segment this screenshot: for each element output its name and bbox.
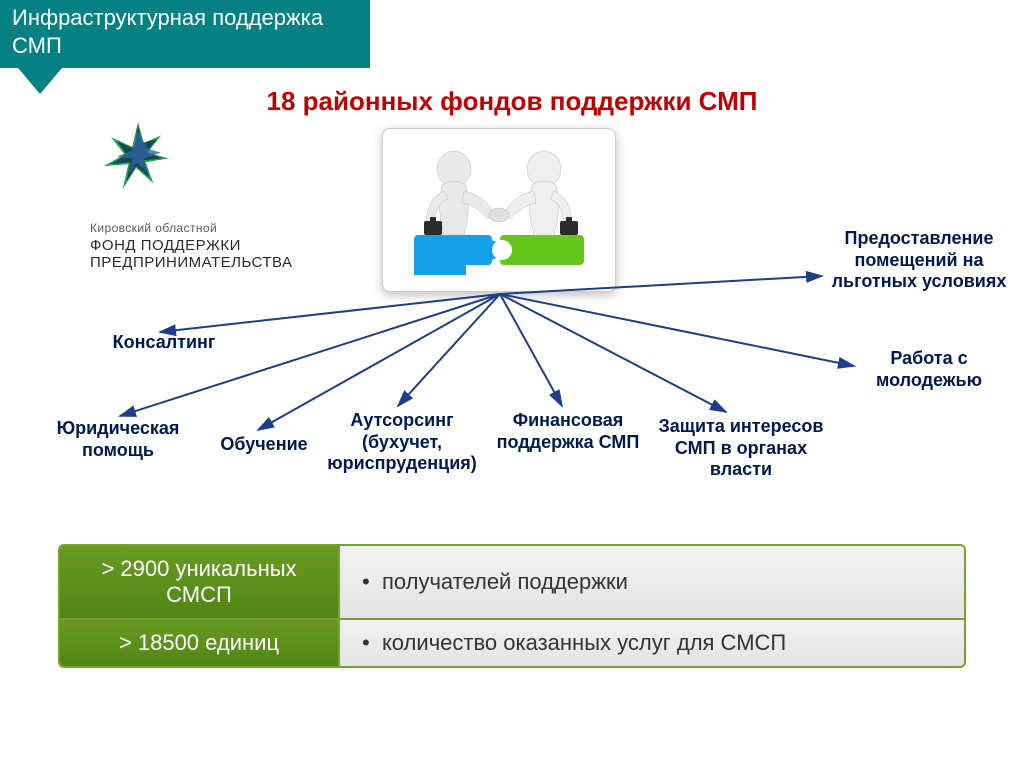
svc-training: Обучение (204, 434, 324, 456)
svc-protection: Защита интересов СМП в органах власти (646, 416, 836, 481)
header-line1: Инфраструктурная поддержка (12, 5, 323, 30)
center-illustration (382, 128, 616, 292)
stats-desc: • количество оказанных услуг для СМСП (340, 620, 964, 666)
stats-metric: > 18500 единиц (60, 620, 340, 666)
svc-youth: Работа с молодежью (854, 348, 1004, 391)
stats-metric: > 2900 уникальных СМСП (60, 546, 340, 618)
stats-desc: • получателей поддержки (340, 546, 964, 618)
fund-name-1: ФОНД ПОДДЕРЖКИ (90, 237, 320, 254)
svc-outsourcing: Аутсорсинг (бухучет, юриспруденция) (312, 410, 492, 475)
stats-row: > 2900 уникальных СМСП • получателей под… (60, 546, 964, 620)
stats-table: > 2900 уникальных СМСП • получателей под… (58, 544, 966, 668)
fund-logo-block: Кировский областной ФОНД ПОДДЕРЖКИ ПРЕДП… (90, 120, 320, 271)
fund-name-2: ПРЕДПРИНИМАТЕЛЬСТВА (90, 254, 320, 271)
page-title: 18 районных фондов поддержки СМП (0, 86, 1024, 117)
svc-consulting: Консалтинг (94, 332, 234, 354)
svc-premises: Предоставление помещений на льготных усл… (824, 228, 1014, 293)
svc-legal: Юридическая помощь (38, 418, 198, 461)
fund-subtitle: Кировский областной (90, 221, 320, 235)
handshake-icon (394, 135, 604, 285)
fund-logo-icon (90, 120, 186, 216)
svc-finance: Финансовая поддержка СМП (488, 410, 648, 453)
header-line2: СМП (12, 33, 62, 58)
stats-row: > 18500 единиц • количество оказанных ус… (60, 620, 964, 666)
header-tab: Инфраструктурная поддержка СМП (0, 0, 370, 68)
